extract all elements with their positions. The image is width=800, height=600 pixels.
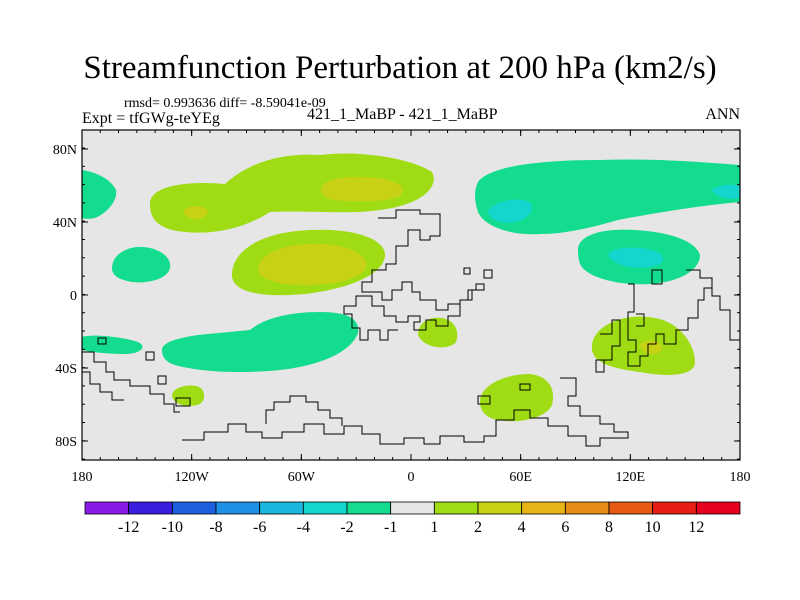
negative-anomaly-dateline-south — [82, 335, 143, 354]
colorbar-label: 1 — [430, 519, 438, 536]
colorbar-swatch — [215, 501, 261, 515]
continent-outline-antarctic-peninsula — [265, 395, 343, 426]
colorbar-label: 2 — [474, 519, 482, 536]
colorbar-swatch — [564, 501, 610, 515]
island-5 — [483, 269, 493, 279]
island-2 — [157, 375, 167, 385]
island-6 — [519, 383, 531, 391]
y-tick-label: 40S — [55, 362, 77, 377]
colorbar-label: -10 — [162, 519, 183, 536]
island-4 — [463, 267, 471, 275]
colorbar-swatch — [695, 501, 741, 515]
colorbar-label: 4 — [518, 519, 526, 536]
chart-title: Streamfunction Perturbation at 200 hPa (… — [83, 50, 717, 86]
continent-outline-australia — [595, 319, 621, 373]
continent-outline-north — [343, 209, 485, 341]
x-tick-label: 0 — [408, 470, 415, 485]
colorbar-swatch — [477, 501, 523, 515]
case-label: 421_1_MaBP - 421_1_MaBP — [307, 106, 498, 123]
colorbar: -12 -10 -8 -6 -4 -2 -1 1 2 4 6 8 10 12 — [84, 501, 741, 536]
positive-core-north-pacific — [321, 176, 403, 202]
colorbar-swatch — [433, 501, 479, 515]
x-tick-label: 180 — [72, 470, 93, 485]
continent-outline-east — [686, 269, 713, 290]
colorbar-label: -6 — [253, 519, 266, 536]
x-axis: 180 120W 60W 0 60E 120E 180 — [72, 130, 751, 485]
positive-core-central-pacific — [257, 243, 367, 286]
x-tick-label: 60E — [509, 470, 532, 485]
colorbar-label: -4 — [297, 519, 310, 536]
colorbar-label: 10 — [645, 519, 661, 536]
positive-core-indian-ocean — [640, 340, 663, 355]
negative-core-north-atlantic — [488, 199, 533, 223]
colorbar-label: -2 — [340, 519, 353, 536]
colorbar-swatch — [128, 501, 173, 515]
colorbar-swatch — [171, 501, 217, 515]
negative-core-asia — [608, 247, 664, 268]
negative-anomaly-west-pacific — [112, 246, 171, 283]
colorbar-label: 6 — [561, 519, 569, 536]
colorbar-label: -8 — [209, 519, 222, 536]
colorbar-swatch — [302, 501, 348, 515]
negative-anomaly-dateline-north — [82, 170, 117, 219]
positive-anomaly-south-atlantic — [480, 374, 554, 422]
negative-anomaly-north-atlantic — [475, 159, 740, 235]
colorbar-label: 8 — [605, 519, 613, 536]
continent-outline-west-coast — [82, 351, 180, 413]
stats-line: rmsd= 0.993636 diff= -8.59041e-09 — [124, 96, 326, 111]
colorbar-label: -12 — [118, 519, 139, 536]
colorbar-swatch — [84, 501, 130, 515]
x-tick-label: 180 — [730, 470, 751, 485]
y-tick-label: 40N — [53, 216, 77, 231]
y-tick-label: 80N — [53, 143, 77, 158]
season-label: ANN — [705, 106, 740, 123]
positive-anomaly-south-pacific — [172, 385, 205, 406]
negative-anomaly-east-pacific — [162, 312, 359, 373]
negative-core-east-edge — [712, 184, 740, 199]
continent-outline-south-east — [182, 377, 629, 447]
continent-outline-india-sub — [636, 313, 645, 327]
colorbar-swatch — [390, 501, 435, 515]
colorbar-swatch — [346, 501, 392, 515]
colorbar-swatch — [521, 501, 566, 515]
y-tick-label: 0 — [70, 289, 77, 304]
experiment-label: Expt = tfGWg-teYEg — [82, 110, 220, 127]
colorbar-label: -1 — [384, 519, 397, 536]
x-tick-label: 120E — [616, 470, 646, 485]
island-1 — [145, 351, 155, 361]
y-tick-label: 80S — [55, 435, 77, 450]
continent-outline-asia — [627, 283, 740, 367]
y-axis: 80N 40N 0 40S 80S — [53, 143, 740, 460]
colorbar-swatch — [259, 501, 304, 515]
continent-outline-india — [651, 269, 663, 285]
colorbar-label: 12 — [688, 519, 704, 536]
continent-outline-southwest — [82, 371, 124, 401]
island-8 — [175, 397, 191, 407]
colorbar-swatch — [652, 501, 697, 515]
colorbar-swatch — [608, 501, 654, 515]
positive-core-west-pacific — [184, 206, 208, 219]
contour-fills — [82, 153, 740, 422]
island-7 — [477, 395, 491, 405]
island-3 — [97, 337, 107, 345]
coastlines — [82, 209, 740, 447]
positive-anomaly-north-pacific — [149, 153, 434, 233]
x-tick-label: 60W — [288, 470, 316, 485]
x-tick-label: 120W — [175, 470, 210, 485]
